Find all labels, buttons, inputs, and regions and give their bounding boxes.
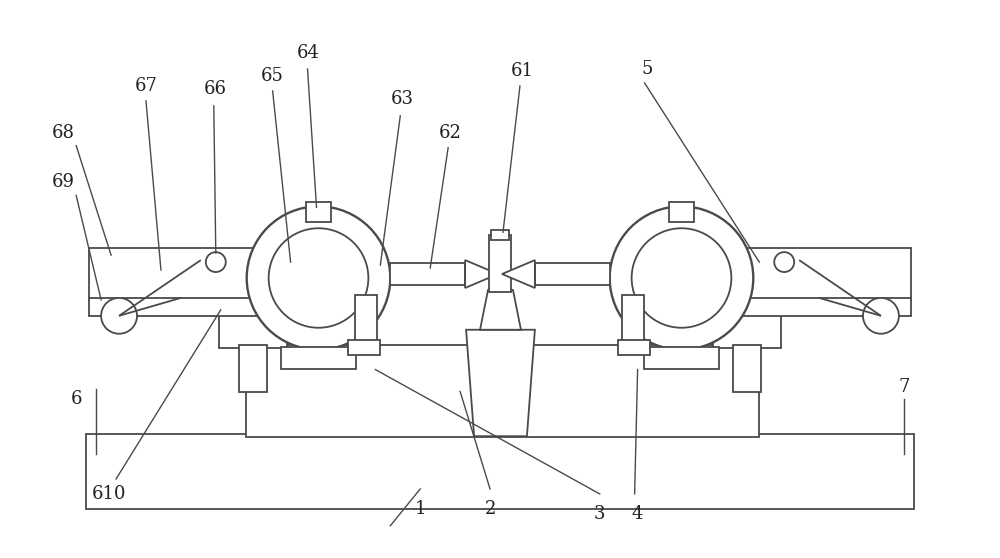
Text: 61: 61 [510, 62, 533, 80]
Text: 4: 4 [632, 505, 643, 523]
Bar [698, 298, 911, 316]
Text: 64: 64 [297, 44, 320, 62]
Bar [711, 248, 911, 300]
Circle shape [774, 252, 794, 272]
Text: 610: 610 [92, 485, 126, 503]
Bar [489, 235, 511, 292]
Bar [644, 347, 719, 368]
Text: 62: 62 [439, 124, 462, 142]
Text: 2: 2 [484, 500, 496, 518]
Circle shape [269, 228, 368, 328]
Bar [246, 345, 759, 437]
Circle shape [206, 252, 226, 272]
Bar [89, 248, 289, 300]
Bar [239, 345, 267, 392]
Polygon shape [466, 330, 535, 436]
Circle shape [247, 206, 390, 350]
Bar [281, 347, 356, 368]
Polygon shape [480, 290, 521, 330]
Text: 3: 3 [594, 505, 605, 523]
Bar [89, 298, 302, 316]
Polygon shape [502, 260, 535, 288]
Text: 66: 66 [203, 80, 226, 98]
Bar [669, 203, 694, 222]
Bar [390, 263, 465, 285]
Text: 5: 5 [642, 60, 653, 78]
Text: 67: 67 [135, 77, 157, 95]
Bar [355, 295, 377, 347]
Circle shape [101, 298, 137, 334]
Text: 7: 7 [898, 378, 910, 396]
Bar [618, 340, 650, 355]
Bar [622, 295, 644, 347]
Bar [535, 263, 610, 285]
Circle shape [610, 206, 753, 350]
Text: 68: 68 [52, 124, 75, 142]
Circle shape [863, 298, 899, 334]
Bar [86, 434, 914, 509]
Polygon shape [465, 260, 498, 288]
Text: 65: 65 [261, 67, 284, 85]
Text: 69: 69 [52, 174, 75, 191]
Bar [219, 290, 287, 348]
Bar [713, 290, 781, 348]
Bar [306, 203, 331, 222]
Bar [348, 340, 380, 355]
Text: 6: 6 [70, 391, 82, 408]
Bar [491, 230, 509, 240]
Text: 1: 1 [414, 500, 426, 518]
Circle shape [632, 228, 731, 328]
Text: 63: 63 [391, 90, 414, 108]
Bar [733, 345, 761, 392]
